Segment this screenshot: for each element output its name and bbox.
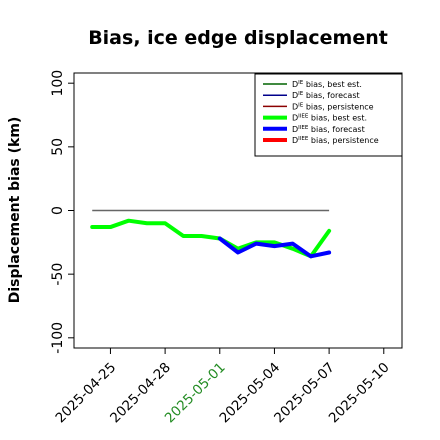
legend-label-0: DIE bias, best est. (292, 80, 362, 89)
plot-layer (90, 209, 332, 259)
legend-box (254, 73, 403, 157)
legend-label-5: DIIEE bias, persistence (292, 136, 379, 145)
legend-label-3: DIIEE bias, best est. (292, 114, 367, 123)
legend: DIE bias, best est. DIE bias, forecast DIE… (254, 73, 403, 157)
series-line-4 (217, 236, 332, 259)
y-tick-label: 100 (50, 70, 66, 97)
y-tick-label: 0 (50, 206, 66, 215)
y-tick-label: -100 (50, 322, 66, 354)
y-tick-label: 50 (50, 138, 66, 156)
series-line-3 (90, 218, 332, 259)
legend-label-1: DIE bias, forecast (292, 91, 360, 100)
y-tick-label: -50 (50, 263, 66, 286)
chart-title: Bias, ice edge displacement (88, 27, 388, 49)
legend-label-4: DIIEE bias, forecast (292, 125, 365, 134)
y-axis-label: Displacement bias (km) (7, 117, 23, 304)
legend-label-2: DIE bias, persistence (292, 102, 374, 111)
